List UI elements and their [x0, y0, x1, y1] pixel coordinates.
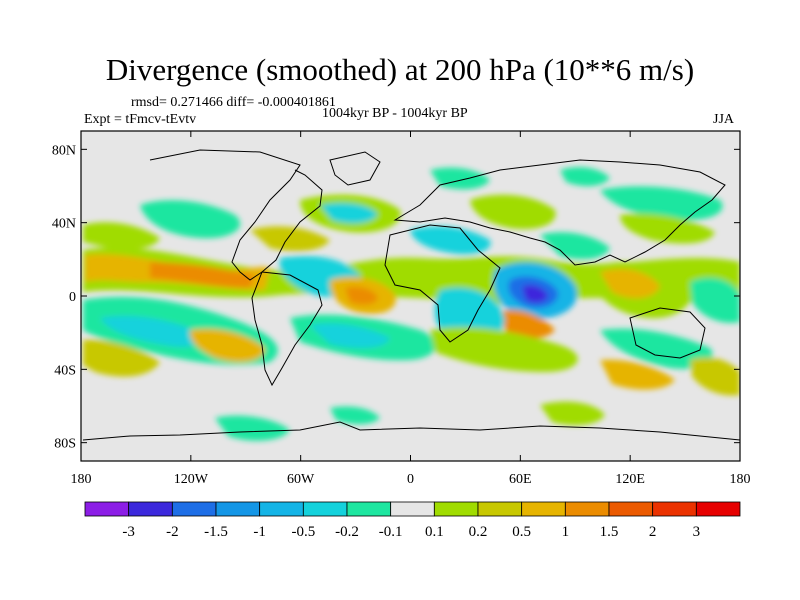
contour-region: [150, 262, 255, 288]
colorbar-label: -1: [253, 524, 266, 540]
colorbar-swatch: [215, 501, 261, 517]
colorbar-swatch: [477, 501, 523, 517]
colorbar-label: -2: [166, 524, 179, 540]
x-tick-label: 120E: [615, 472, 645, 487]
colorbar-label: 2: [649, 524, 657, 540]
x-tick-label: 60W: [287, 472, 315, 487]
x-tick-label: 120W: [174, 472, 209, 487]
y-tick-label: 40N: [52, 217, 76, 232]
x-tick-label: 0: [407, 472, 414, 487]
colorbar-label: 0.5: [512, 524, 531, 540]
colorbar-label: -0.5: [291, 524, 315, 540]
coastlines: [82, 149, 740, 441]
contour-region: [470, 194, 556, 230]
contour-region: [600, 186, 723, 221]
period-label: 1004kyr BP - 1004kyr BP: [322, 106, 468, 121]
experiment-label: Expt = tFmcv-tEvtv: [84, 112, 197, 127]
coastline-antarctica: [82, 421, 740, 441]
contour-region: [215, 415, 290, 441]
coastline-south-america: [251, 271, 323, 387]
x-tick-label: 180: [730, 472, 751, 487]
contour-region: [522, 285, 548, 303]
colorbar-swatch: [521, 501, 566, 517]
colorbar-label: -1.5: [204, 524, 228, 540]
colorbar-swatch: [302, 501, 348, 517]
coastline-australia: [629, 307, 706, 359]
contour-region: [100, 315, 203, 347]
contour-region: [250, 226, 330, 252]
colorbar-swatch: [390, 501, 435, 517]
contour-region: [83, 222, 160, 250]
contour-region: [560, 167, 610, 187]
colorbar-swatch: [128, 501, 173, 517]
coastline-greenland: [329, 151, 381, 186]
x-tick-label: 60E: [509, 472, 532, 487]
contour-region: [83, 339, 160, 377]
chart-title: Divergence (smoothed) at 200 hPa (10**6 …: [105, 52, 695, 87]
contour-region: [140, 200, 241, 239]
colorbar-swatch: [433, 501, 479, 517]
colorbar-label: -0.1: [379, 524, 403, 540]
colorbar-swatch: [84, 501, 130, 517]
contour-region: [330, 406, 380, 425]
contour-region: [345, 286, 378, 305]
colorbar-label: 1.5: [600, 524, 619, 540]
coastline-eurasia: [393, 159, 726, 266]
y-tick-label: 40S: [54, 363, 76, 378]
colorbar-swatch: [695, 501, 741, 517]
contour-region: [600, 328, 713, 369]
contour-region: [310, 323, 390, 348]
divergence-field: [82, 149, 740, 441]
colorbar-label: 3: [693, 524, 701, 540]
coastline-africa: [384, 224, 501, 343]
contour-region: [540, 232, 610, 260]
contour-region: [600, 359, 675, 390]
contour-region: [430, 327, 578, 372]
colorbar-swatch: [346, 501, 392, 517]
contour-region: [690, 357, 740, 396]
contour-region: [410, 226, 491, 255]
colorbar-label: -0.2: [335, 524, 359, 540]
contour-region: [620, 213, 715, 244]
colorbar-swatch: [171, 501, 217, 517]
contour-region: [690, 277, 740, 323]
contour-region: [500, 310, 555, 339]
season-label: JJA: [713, 112, 735, 127]
colorbar-swatch: [652, 501, 697, 517]
colorbar: -3 -2 -1.5 -1 -0.5 -0.2 -0.1 0.1 0.2 0.5 1 1.5 2 3: [84, 501, 741, 540]
colorbar-swatch: [608, 501, 654, 517]
colorbar-label: -3: [122, 524, 135, 540]
colorbar-label: 1: [562, 524, 570, 540]
colorbar-label: 0.2: [469, 524, 488, 540]
colorbar-swatch: [259, 501, 304, 517]
colorbar-label: 0.1: [425, 524, 444, 540]
contour-region: [320, 202, 378, 224]
y-tick-label: 80N: [52, 143, 76, 158]
map-axes: 180 120W 60W 0 60E 120E 180 80N 40N 0 40S 80S: [52, 131, 751, 487]
stats-text: rmsd= 0.271466 diff= -0.000401861: [131, 95, 336, 110]
x-tick-label: 180: [71, 472, 92, 487]
contour-region: [600, 268, 660, 299]
y-tick-label: 80S: [54, 437, 76, 452]
y-tick-label: 0: [69, 290, 76, 305]
colorbar-swatch: [564, 501, 610, 517]
contour-region: [540, 401, 605, 426]
coastline-north-america: [149, 149, 323, 281]
contour-region: [189, 328, 265, 363]
